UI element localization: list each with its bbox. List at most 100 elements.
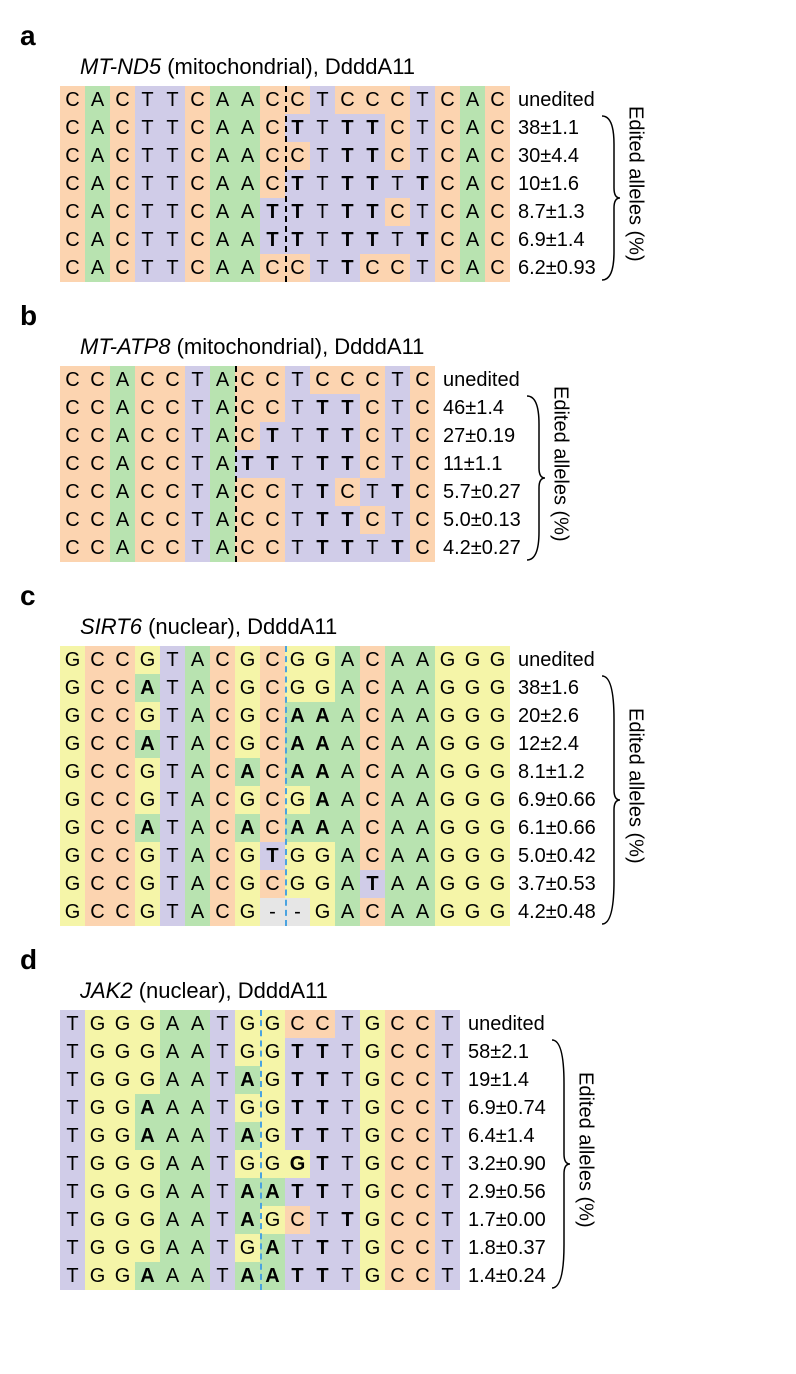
base-cell: A: [185, 1178, 210, 1206]
base-cell: A: [110, 506, 135, 534]
base-cell: C: [85, 394, 110, 422]
base-cell: C: [310, 1010, 335, 1038]
allele-value: 58±2.1: [468, 1038, 546, 1066]
sequence-row: CCACCTACCTTCTTC: [60, 478, 435, 506]
base-cell: C: [235, 478, 260, 506]
gene-name: SIRT6: [80, 614, 142, 639]
base-cell: C: [160, 394, 185, 422]
brace: [550, 1038, 572, 1290]
base-cell: C: [260, 814, 285, 842]
base-cell: A: [210, 170, 235, 198]
base-cell: T: [385, 422, 410, 450]
allele-value: 27±0.19: [443, 422, 521, 450]
allele-value: 10±1.6: [518, 170, 596, 198]
panel-title: JAK2 (nuclear), DdddA11: [80, 978, 776, 1004]
base-cell: G: [310, 898, 335, 926]
base-cell: T: [185, 450, 210, 478]
base-cell: G: [360, 1206, 385, 1234]
base-cell: C: [410, 534, 435, 562]
base-cell: A: [260, 1178, 285, 1206]
base-cell: T: [410, 142, 435, 170]
base-cell: A: [185, 1206, 210, 1234]
base-cell: G: [135, 1038, 160, 1066]
base-cell: A: [185, 1234, 210, 1262]
base-cell: C: [185, 254, 210, 282]
base-cell: C: [185, 170, 210, 198]
base-cell: G: [60, 842, 85, 870]
base-cell: A: [185, 870, 210, 898]
base-cell: A: [185, 702, 210, 730]
base-cell: G: [235, 870, 260, 898]
base-cell: G: [285, 646, 310, 674]
base-cell: T: [310, 114, 335, 142]
base-cell: T: [160, 898, 185, 926]
base-cell: G: [360, 1150, 385, 1178]
base-cell: C: [410, 1122, 435, 1150]
allele-value: 6.9±0.66: [518, 786, 596, 814]
base-cell: A: [285, 702, 310, 730]
base-cell: G: [235, 702, 260, 730]
base-cell: T: [285, 1094, 310, 1122]
base-cell: C: [285, 86, 310, 114]
base-cell: T: [335, 1122, 360, 1150]
base-cell: G: [60, 702, 85, 730]
panel-letter: b: [20, 300, 776, 332]
base-cell: C: [210, 702, 235, 730]
base-cell: C: [110, 842, 135, 870]
base-cell: T: [135, 170, 160, 198]
base-cell: A: [185, 814, 210, 842]
base-cell: T: [310, 450, 335, 478]
allele-value: 6.9±0.74: [468, 1094, 546, 1122]
base-cell: C: [260, 646, 285, 674]
base-cell: G: [60, 870, 85, 898]
base-cell: T: [285, 478, 310, 506]
base-cell: A: [160, 1038, 185, 1066]
base-cell: T: [285, 226, 310, 254]
base-cell: C: [385, 1066, 410, 1094]
panel-a: aMT-ND5 (mitochondrial), DdddA11CACTTCAA…: [20, 20, 776, 282]
base-cell: A: [235, 254, 260, 282]
base-cell: A: [210, 86, 235, 114]
allele-value: 5.0±0.42: [518, 842, 596, 870]
panel-title: MT-ATP8 (mitochondrial), DdddA11: [80, 334, 776, 360]
allele-value: unedited: [443, 366, 521, 394]
base-cell: T: [60, 1234, 85, 1262]
base-cell: T: [310, 170, 335, 198]
base-cell: C: [85, 870, 110, 898]
allele-value: 20±2.6: [518, 702, 596, 730]
allele-value: 6.9±1.4: [518, 226, 596, 254]
base-cell: T: [235, 450, 260, 478]
base-cell: C: [135, 534, 160, 562]
base-cell: A: [135, 814, 160, 842]
base-cell: T: [310, 394, 335, 422]
base-cell: C: [85, 814, 110, 842]
base-cell: C: [260, 534, 285, 562]
base-cell: T: [335, 1094, 360, 1122]
base-cell: C: [410, 1234, 435, 1262]
base-cell: G: [85, 1206, 110, 1234]
allele-value: unedited: [468, 1010, 546, 1038]
base-cell: G: [60, 814, 85, 842]
base-cell: C: [110, 198, 135, 226]
base-cell: C: [385, 1234, 410, 1262]
base-cell: G: [460, 674, 485, 702]
base-cell: A: [335, 842, 360, 870]
base-cell: T: [285, 170, 310, 198]
base-cell: C: [385, 142, 410, 170]
base-cell: G: [85, 1010, 110, 1038]
base-cell: T: [310, 1038, 335, 1066]
base-cell: T: [210, 1066, 235, 1094]
base-cell: G: [235, 786, 260, 814]
base-cell: C: [410, 1094, 435, 1122]
base-cell: A: [235, 814, 260, 842]
base-cell: G: [110, 1178, 135, 1206]
allele-value: 6.4±1.4: [468, 1122, 546, 1150]
base-cell: C: [410, 1150, 435, 1178]
base-cell: C: [360, 394, 385, 422]
base-cell: T: [160, 702, 185, 730]
base-cell: A: [310, 758, 335, 786]
base-cell: T: [335, 170, 360, 198]
base-cell: C: [85, 450, 110, 478]
base-cell: C: [85, 786, 110, 814]
base-cell: C: [335, 366, 360, 394]
